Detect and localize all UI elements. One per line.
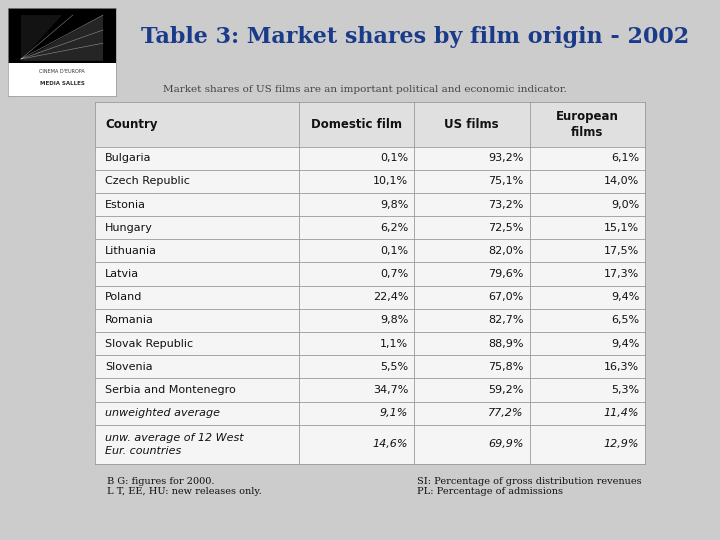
Text: 0,1%: 0,1% xyxy=(380,153,408,163)
Text: 1,1%: 1,1% xyxy=(380,339,408,349)
Polygon shape xyxy=(21,15,103,61)
Text: SI: Percentage of gross distribution revenues
PL: Percentage of admissions: SI: Percentage of gross distribution rev… xyxy=(418,477,642,496)
Polygon shape xyxy=(21,15,62,61)
Text: Romania: Romania xyxy=(105,315,154,326)
Text: CINEMA D'EUROPA: CINEMA D'EUROPA xyxy=(39,69,85,74)
Text: 9,0%: 9,0% xyxy=(611,200,639,210)
Text: 17,5%: 17,5% xyxy=(604,246,639,256)
Text: 10,1%: 10,1% xyxy=(373,177,408,186)
Text: 11,4%: 11,4% xyxy=(604,408,639,418)
Text: Poland: Poland xyxy=(105,292,143,302)
Text: 9,8%: 9,8% xyxy=(380,315,408,326)
Text: 17,3%: 17,3% xyxy=(604,269,639,279)
Text: 73,2%: 73,2% xyxy=(488,200,523,210)
Text: 75,8%: 75,8% xyxy=(488,362,523,372)
Text: Serbia and Montenegro: Serbia and Montenegro xyxy=(105,385,236,395)
Text: 5,3%: 5,3% xyxy=(611,385,639,395)
Text: 75,1%: 75,1% xyxy=(488,177,523,186)
Text: 6,5%: 6,5% xyxy=(611,315,639,326)
Text: Czech Republic: Czech Republic xyxy=(105,177,190,186)
Text: 9,4%: 9,4% xyxy=(611,339,639,349)
Text: 5,5%: 5,5% xyxy=(380,362,408,372)
Text: Table 3: Market shares by film origin - 2002: Table 3: Market shares by film origin - … xyxy=(141,26,689,48)
Text: 12,9%: 12,9% xyxy=(604,440,639,449)
Text: Latvia: Latvia xyxy=(105,269,139,279)
Text: 69,9%: 69,9% xyxy=(488,440,523,449)
Text: unweighted average: unweighted average xyxy=(105,408,220,418)
Text: 9,4%: 9,4% xyxy=(611,292,639,302)
Text: 93,2%: 93,2% xyxy=(488,153,523,163)
Text: MEDIA SALLES: MEDIA SALLES xyxy=(40,81,84,86)
Text: Hungary: Hungary xyxy=(105,222,153,233)
Text: Market shares of US films are an important political and economic indicator.: Market shares of US films are an importa… xyxy=(163,84,567,93)
Text: Bulgaria: Bulgaria xyxy=(105,153,152,163)
Text: Estonia: Estonia xyxy=(105,200,146,210)
Text: Lithuania: Lithuania xyxy=(105,246,157,256)
Text: 72,5%: 72,5% xyxy=(488,222,523,233)
Text: European
films: European films xyxy=(556,110,618,139)
Text: 82,0%: 82,0% xyxy=(488,246,523,256)
Text: 22,4%: 22,4% xyxy=(373,292,408,302)
Text: 14,0%: 14,0% xyxy=(604,177,639,186)
Text: 34,7%: 34,7% xyxy=(373,385,408,395)
Text: 9,1%: 9,1% xyxy=(380,408,408,418)
Text: 59,2%: 59,2% xyxy=(488,385,523,395)
Text: B G: figures for 2000.
L T, EE, HU: new releases only.: B G: figures for 2000. L T, EE, HU: new … xyxy=(107,477,262,496)
Text: Country: Country xyxy=(105,118,158,131)
Polygon shape xyxy=(14,12,111,63)
Text: 67,0%: 67,0% xyxy=(488,292,523,302)
Text: unw. average of 12 West
Eur. countries: unw. average of 12 West Eur. countries xyxy=(105,433,244,456)
Text: Slovenia: Slovenia xyxy=(105,362,153,372)
Bar xyxy=(8,8,116,63)
Text: 15,1%: 15,1% xyxy=(604,222,639,233)
Text: 82,7%: 82,7% xyxy=(488,315,523,326)
Text: 14,6%: 14,6% xyxy=(373,440,408,449)
Text: 6,1%: 6,1% xyxy=(611,153,639,163)
Text: US films: US films xyxy=(444,118,499,131)
Text: 0,7%: 0,7% xyxy=(380,269,408,279)
Text: 16,3%: 16,3% xyxy=(604,362,639,372)
Text: 79,6%: 79,6% xyxy=(488,269,523,279)
Text: 0,1%: 0,1% xyxy=(380,246,408,256)
Text: 88,9%: 88,9% xyxy=(488,339,523,349)
Text: 9,8%: 9,8% xyxy=(380,200,408,210)
Text: Domestic film: Domestic film xyxy=(311,118,402,131)
Text: 6,2%: 6,2% xyxy=(380,222,408,233)
Text: 77,2%: 77,2% xyxy=(488,408,523,418)
Text: Slovak Republic: Slovak Republic xyxy=(105,339,193,349)
